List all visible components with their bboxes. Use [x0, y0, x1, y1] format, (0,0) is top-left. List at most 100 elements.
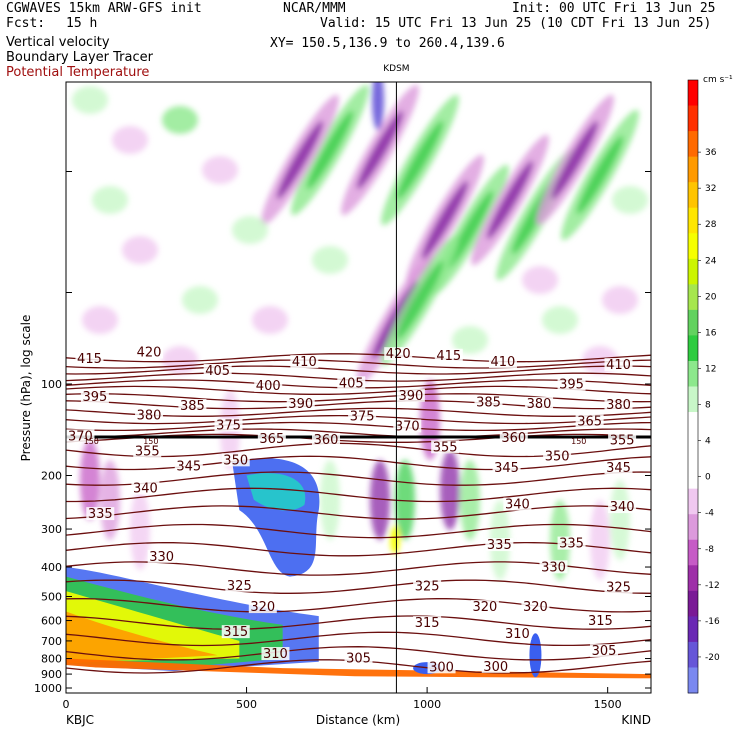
- isentrope-label: 320: [472, 600, 497, 615]
- isentrope-lower: [66, 541, 651, 557]
- wave-band-core: [396, 120, 444, 200]
- field-patch: [72, 86, 108, 114]
- colorbar-swatch: [688, 565, 698, 592]
- isentrope-label: 355: [610, 434, 635, 449]
- colorbar-swatch: [688, 463, 698, 490]
- colorbar: 36 32 28 24 20 16 12 8 4 0 -4 -8 -12 -16 -20: [687, 79, 720, 694]
- wave-band-core: [276, 120, 324, 200]
- colorbar-tick-label: 32: [705, 184, 716, 194]
- isentrope-label: 325: [227, 579, 252, 594]
- y-tick-label: 200: [41, 470, 62, 483]
- isentrope-label: 315: [223, 625, 248, 640]
- isentrope-label-bg: [499, 431, 528, 445]
- isentrope-label: 370: [395, 419, 420, 434]
- isentrope-label: 380: [137, 409, 162, 424]
- axes: 0 500 1000 15001002003004005006007008009001…: [34, 171, 651, 711]
- isentrope-label-bg: [604, 397, 633, 411]
- field-patch: [452, 326, 488, 354]
- isentrope-lower: [66, 523, 651, 539]
- isentrope-label: 375: [350, 410, 375, 425]
- trop-column: [130, 490, 150, 570]
- isentrope-label-bg: [344, 651, 373, 665]
- plot-frame: [65, 81, 652, 694]
- isentrope-label: 410: [292, 355, 317, 370]
- wave-band-core: [551, 120, 599, 200]
- isentrope-label: 385: [476, 396, 501, 411]
- isentrope-label: 355: [135, 444, 160, 459]
- isentrope-label-bg: [557, 536, 586, 550]
- isentrope-label: 390: [398, 389, 423, 404]
- left-station-label: KBJC: [66, 713, 94, 727]
- isentrope-label-bg: [178, 399, 207, 413]
- colorbar-swatch: [688, 437, 698, 464]
- isentrope-small-label: 150: [84, 437, 99, 446]
- isentrope-label-bg: [413, 616, 442, 630]
- isentrope-label-bg: [525, 396, 554, 410]
- field-patch: [542, 306, 578, 334]
- isentrope-label-bg: [543, 449, 572, 463]
- init-time: Init: 00 UTC Fri 13 Jun 25: [512, 1, 716, 16]
- isentrope-label-bg: [254, 378, 283, 392]
- trop-column: [610, 480, 630, 560]
- colorbar-tick-label: -12: [705, 581, 720, 591]
- colorbar-swatch: [688, 616, 698, 643]
- colorbar-tick-label: -8: [705, 545, 714, 555]
- isentrope-label: 315: [588, 614, 613, 629]
- isentrope-upper: [66, 365, 651, 375]
- colorbar-swatch: [688, 182, 698, 209]
- isentrope-label-bg: [488, 355, 517, 369]
- isentrope-label-bg: [503, 497, 532, 511]
- isentrope-label-bg: [485, 538, 514, 552]
- isentrope-label-bg: [75, 351, 104, 365]
- isentrope-label-bg: [608, 500, 637, 514]
- colorbar-tick-label: -16: [705, 617, 720, 627]
- isentrope-label-bg: [66, 429, 95, 443]
- isentrope-label-bg: [604, 358, 633, 372]
- isentrope-label: 420: [137, 346, 162, 361]
- isentrope-label: 335: [88, 507, 113, 522]
- isentrope-label-bg: [434, 348, 463, 362]
- isentrope-lower: [66, 505, 651, 520]
- colorbar-tick-label: 20: [705, 292, 717, 302]
- colorbar-swatch: [688, 335, 698, 362]
- isentrope-upper: [66, 353, 651, 363]
- isentrope-label: 325: [606, 581, 631, 596]
- colorbar-tick-label: 28: [705, 220, 717, 230]
- isentrope-label: 370: [68, 429, 93, 444]
- isentrope-label: 365: [577, 415, 602, 430]
- y-tick-label: 400: [41, 561, 62, 574]
- isentrope-label-bg: [221, 625, 250, 639]
- x-tick-label: 1500: [594, 698, 622, 711]
- colorbar-tick-label: -20: [705, 653, 720, 663]
- isentrope-upper: [66, 359, 651, 369]
- field-patch: [232, 216, 268, 244]
- forecast-label: Fcst:: [6, 16, 46, 31]
- colorbar-swatch: [688, 80, 698, 107]
- wave-band-core: [576, 135, 624, 215]
- isentrope-label: 335: [487, 538, 512, 553]
- isentrope-label-bg: [393, 419, 422, 433]
- trop-column: [320, 460, 340, 540]
- isentrope-label: 345: [176, 460, 201, 475]
- isentrope-upper: [66, 393, 651, 403]
- isentrope-label: 415: [77, 352, 102, 367]
- valid-time: Valid: 15 UTC Fri 13 Jun 25 (10 CDT Fri …: [320, 16, 712, 31]
- wave-band-core: [356, 110, 404, 190]
- bl-orange: [66, 611, 218, 664]
- isentrope-label-bg: [174, 459, 203, 473]
- isentrope-upper: [66, 400, 651, 410]
- isentrope-label: 305: [592, 644, 617, 659]
- isentrope-label-bg: [492, 461, 521, 475]
- isentrope-label-bg: [312, 432, 340, 446]
- isentrope-label-bg: [557, 377, 586, 391]
- isentrope-label-bg: [135, 408, 164, 422]
- isentrope-label: 390: [288, 397, 313, 412]
- isentrope-label-bg: [590, 644, 619, 658]
- y-tick-label: 1000: [34, 682, 62, 695]
- isentrope-label-bg: [135, 345, 164, 359]
- isentrope-label: 420: [386, 347, 411, 362]
- isentrope-label-bg: [575, 414, 604, 428]
- isentrope-label-bg: [608, 433, 637, 447]
- field-patch: [522, 266, 558, 294]
- isentrope-lower: [66, 646, 651, 661]
